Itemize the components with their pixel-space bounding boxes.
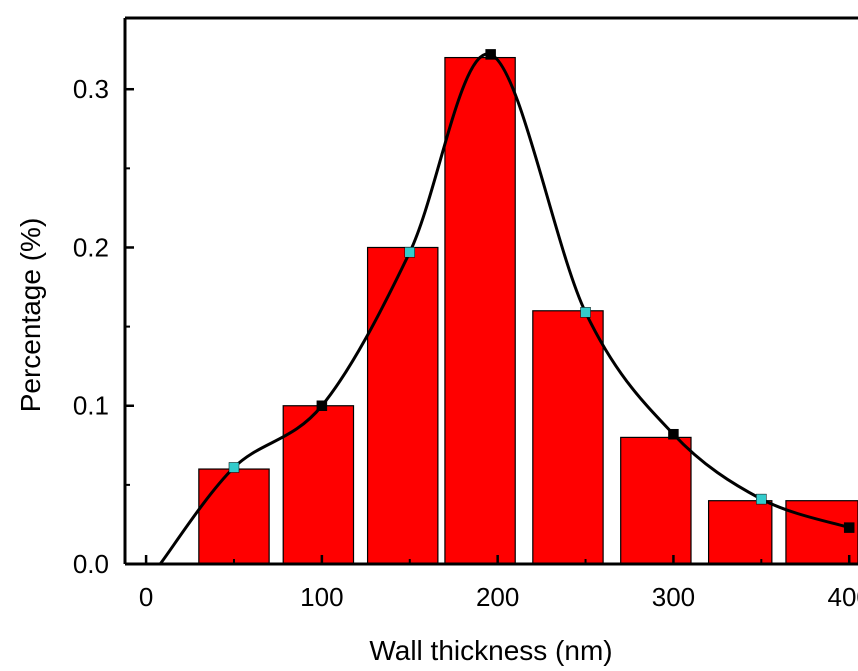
data-point: [668, 428, 679, 440]
bars-layer: [198, 56, 858, 565]
fit-curve-layer: [158, 49, 855, 565]
y-tick-label: 0.3: [73, 74, 109, 104]
data-point: [228, 462, 240, 473]
bar: [444, 56, 516, 565]
y-axis-title: Percentage (%): [15, 218, 46, 413]
data-point: [316, 400, 328, 411]
data-point: [404, 246, 416, 258]
y-tick-label: 0.0: [73, 549, 109, 579]
data-point: [756, 493, 767, 505]
x-tick-label: 100: [300, 582, 343, 612]
x-axis-title: Wall thickness (nm): [369, 635, 612, 666]
x-tick-label: 400: [828, 582, 858, 612]
bar: [366, 246, 439, 565]
bar: [282, 405, 355, 565]
x-tick-label: 200: [476, 582, 519, 612]
ticks-layer: 0.0 0.1 0.2 0.3 0 100 200 300 400: [73, 74, 858, 612]
data-point: [843, 522, 855, 533]
data-point: [580, 307, 591, 318]
axes-layer: [123, 16, 858, 566]
y-tick-label: 0.2: [73, 232, 109, 262]
bar: [198, 468, 270, 565]
bar: [707, 500, 773, 565]
bar: [620, 436, 692, 565]
x-tick-label: 0: [139, 582, 153, 612]
data-point: [485, 49, 496, 60]
x-tick-label: 300: [652, 582, 695, 612]
bar: [532, 310, 604, 565]
y-tick-label: 0.1: [73, 391, 109, 421]
